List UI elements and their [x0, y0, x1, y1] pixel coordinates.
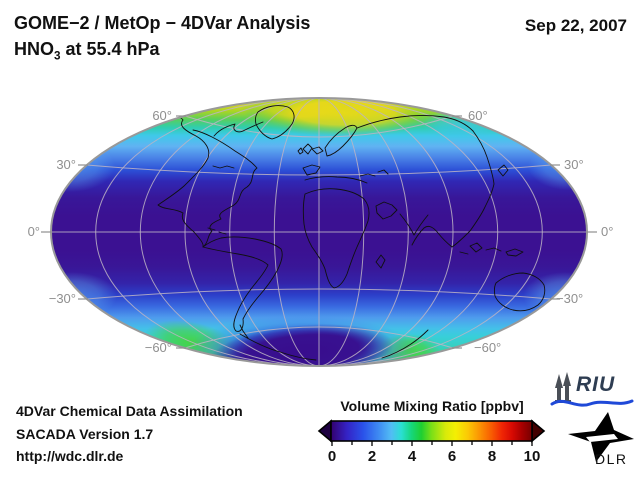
lat-label-left-30: 30° [56, 157, 76, 172]
graticule [51, 98, 587, 366]
colorbar-tick-8: 8 [487, 448, 497, 465]
coastlines [93, 105, 565, 361]
riu-cathedral-icon [550, 372, 634, 407]
colorbar-tick-2: 2 [367, 448, 377, 465]
lat-label-right-30: 30° [564, 157, 584, 172]
footer-assimilation: 4DVar Chemical Data Assimilation [16, 403, 243, 419]
riu-logo: RIU [550, 371, 636, 415]
lat-label-right-60: 60° [468, 108, 488, 123]
lat-label-right--60: −60° [474, 340, 502, 355]
lat-label-left--30: −30° [48, 291, 76, 306]
dlr-star-icon [568, 412, 634, 462]
lat-label-right--30: −30° [556, 291, 584, 306]
lat-label-left-0: 0° [27, 224, 40, 239]
dlr-logo: DLR [566, 410, 638, 474]
colorbar-tick-0: 0 [327, 448, 337, 465]
lat-label-right-0: 0° [601, 224, 614, 239]
colorbar-tick-10: 10 [523, 448, 541, 465]
footer-version: SACADA Version 1.7 [16, 426, 154, 442]
colorbar-tick-marks [331, 441, 533, 446]
colorbar-tick-4: 4 [407, 448, 417, 465]
colorbar-title: Volume Mixing Ratio [ppbv] [340, 398, 524, 414]
species-subscript: 3 [54, 49, 61, 63]
colorbar-tick-6: 6 [447, 448, 457, 465]
lat-label-left-60: 60° [152, 108, 172, 123]
dlr-logo-text: DLR [595, 451, 628, 467]
latitude-ticks [41, 115, 597, 349]
figure-subtitle: HNO3 at 55.4 hPa [14, 39, 160, 63]
riu-rhine-wave [550, 399, 634, 407]
colorbar-gradient [330, 420, 533, 442]
riu-logo-text: RIU [576, 373, 616, 396]
colorbar-left-arrow [317, 419, 332, 443]
colorbar-right-arrow [531, 419, 546, 443]
analysis-date: Sep 22, 2007 [524, 16, 627, 35]
footer-url: http://wdc.dlr.de [16, 448, 124, 464]
pressure-level-label: at 55.4 hPa [65, 39, 160, 59]
species-label: HNO [14, 39, 54, 59]
figure-title: GOME−2 / MetOp − 4DVar Analysis [14, 13, 311, 33]
lat-label-left--60: −60° [144, 340, 172, 355]
